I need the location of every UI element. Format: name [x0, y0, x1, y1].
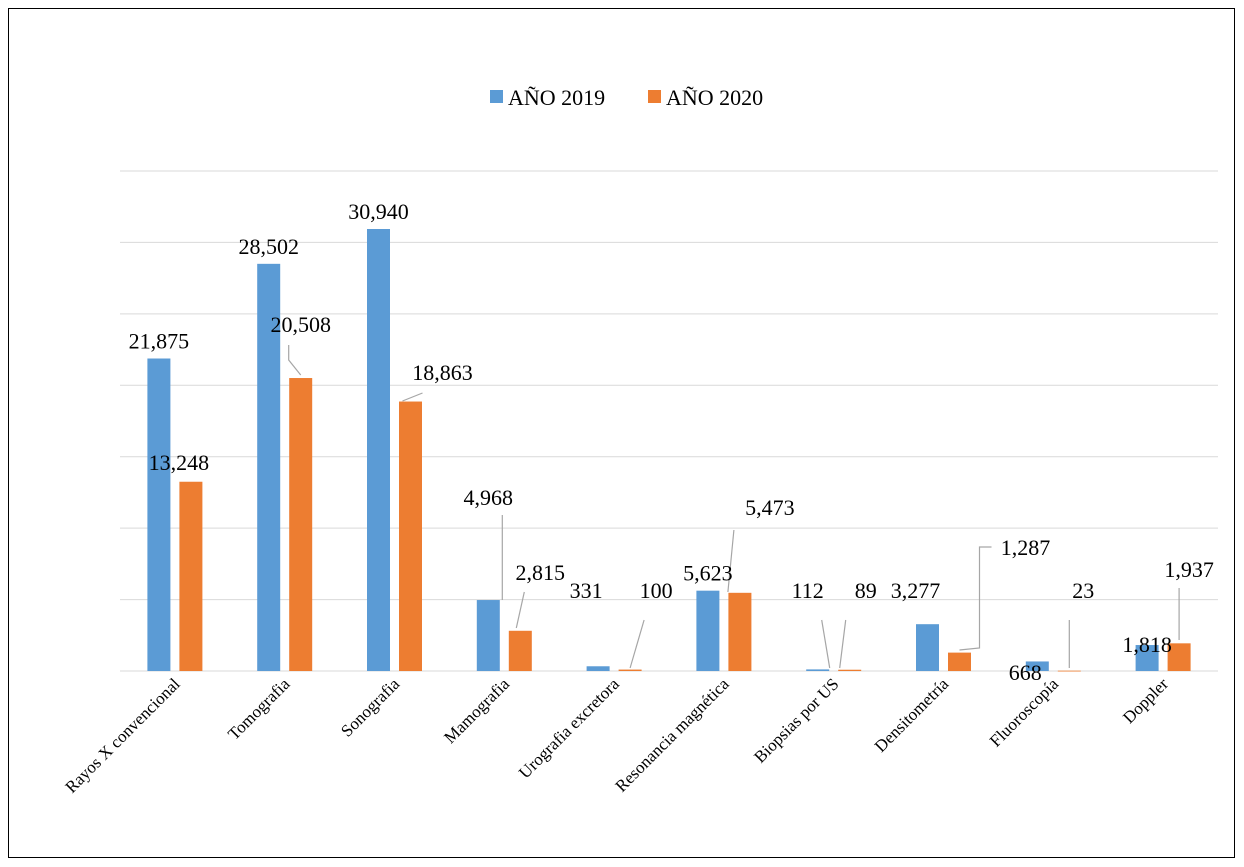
data-label-2019-2: 28,502	[238, 234, 299, 259]
data-label-2019-1: 21,875	[129, 329, 190, 354]
data-labels: 21,875 13,248 28,502 20,508 30,940 18,863 4,96…	[129, 199, 1214, 685]
leader-lines	[288, 345, 1180, 669]
bar-2019-4	[476, 600, 500, 671]
x-tick-label-2: Tomografia	[224, 674, 294, 744]
data-label-2019-8: 3,277	[891, 578, 941, 603]
data-label-2019-5: 331	[570, 578, 603, 603]
bar-2019-6	[696, 590, 720, 671]
data-label-2020-8: 1,287	[1001, 535, 1051, 560]
data-label-2019-6: 5,623	[683, 561, 733, 586]
data-label-2019-9: 668	[1009, 660, 1042, 685]
data-label-2020-6: 5,473	[745, 495, 795, 520]
bar-2020-5	[618, 669, 642, 671]
x-tick-label-3: Sonografia	[337, 674, 404, 741]
bars	[147, 229, 1191, 672]
data-label-2020-3: 18,863	[412, 360, 473, 385]
bar-2019-2	[257, 263, 281, 671]
bar-2020-4	[508, 630, 532, 671]
bar-2019-3	[367, 229, 390, 671]
bar-2019-8	[916, 624, 939, 671]
leader-line-2019-7	[821, 619, 831, 669]
legend-swatch-2019	[490, 90, 503, 103]
data-label-2019-4: 4,968	[464, 485, 514, 510]
bar-2019-9	[1025, 661, 1049, 671]
legend-label-2019: AÑO 2019	[508, 85, 605, 110]
leader-line-2020-2	[288, 345, 302, 376]
data-label-2020-1: 13,248	[149, 450, 210, 475]
leader-line-2020-3	[402, 392, 423, 402]
x-tick-label-10: Doppler	[1119, 674, 1172, 727]
bar-2019-10	[1135, 645, 1159, 671]
x-tick-label-8: Densitometría	[871, 674, 953, 756]
x-tick-label-7: Biopsias por US	[750, 674, 842, 766]
x-tick-label-4: Mamografia	[440, 674, 513, 747]
leader-line-2020-7	[839, 619, 847, 669]
x-tick-label-1: Rayos X convencional	[61, 674, 183, 796]
bar-2020-2	[289, 378, 313, 671]
bar-2019-5	[586, 666, 610, 671]
chart-frame	[8, 8, 1235, 858]
data-label-2020-7: 89	[855, 578, 877, 603]
bar-2020-9	[1057, 670, 1081, 672]
data-label-2019-10: 1,818	[1122, 632, 1172, 657]
data-label-2020-2: 20,508	[270, 312, 331, 337]
data-label-2020-10: 1,937	[1164, 557, 1214, 582]
legend-swatch-2020	[648, 90, 661, 103]
x-tick-label-6: Resonancia magnética	[611, 674, 733, 796]
x-tick-label-9: Fluoroscopía	[986, 674, 1063, 751]
data-label-2020-5: 100	[640, 578, 673, 603]
bar-2020-1	[179, 481, 203, 671]
bar-2020-8	[948, 652, 971, 671]
legend-label-2020: AÑO 2020	[666, 85, 763, 110]
leader-line-2020-6	[727, 529, 735, 593]
x-tick-label-5: Urografia excretora	[515, 674, 623, 782]
bar-2020-10	[1167, 643, 1191, 671]
bar-2020-3	[399, 401, 422, 671]
leader-line-2020-8	[959, 546, 992, 651]
data-label-2020-9: 23	[1072, 578, 1094, 603]
leader-line-2020-5	[629, 619, 645, 669]
bar-2019-1	[147, 358, 171, 671]
bar-2019-7	[806, 669, 830, 671]
bar-2020-7	[838, 669, 862, 671]
legend: AÑO 2019 AÑO 2020	[490, 85, 763, 110]
leader-line-2020-4	[515, 591, 525, 629]
data-label-2019-3: 30,940	[348, 199, 409, 224]
x-tick-labels: Rayos X convencional Tomografia Sonografia…	[61, 674, 1172, 797]
data-label-2019-7: 112	[792, 578, 824, 603]
bar-2020-6	[728, 592, 752, 671]
data-label-2020-4: 2,815	[516, 560, 566, 585]
